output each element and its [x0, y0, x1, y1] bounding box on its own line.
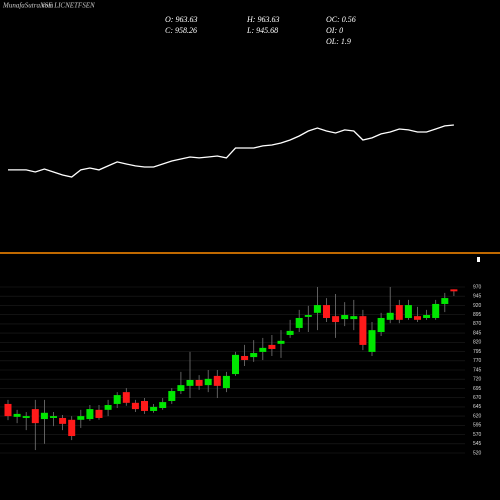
stat: OI: 0 — [326, 26, 343, 35]
y-tick-label: 920 — [473, 303, 482, 309]
candle-body — [313, 305, 321, 313]
y-tick-label: 720 — [473, 377, 482, 383]
candle-body — [395, 305, 403, 320]
candle-body — [77, 416, 85, 420]
stat: OC: 0.56 — [326, 15, 356, 24]
candle-body — [386, 312, 394, 320]
candle-body — [332, 316, 340, 323]
y-tick-label: 745 — [473, 367, 482, 373]
candle-body — [40, 412, 48, 420]
y-tick-label: 970 — [473, 284, 482, 290]
stat: O: 963.63 — [165, 15, 197, 24]
candle-body — [323, 305, 330, 318]
site-name: MunafaSutra.com — [2, 2, 53, 10]
marker — [477, 257, 480, 262]
candle-body — [50, 416, 57, 418]
candle-body — [195, 379, 203, 386]
candle-body — [104, 405, 112, 410]
candle-body — [368, 330, 376, 352]
y-tick-label: 570 — [473, 432, 482, 438]
y-tick-label: 895 — [473, 312, 482, 318]
stat: L: 945.68 — [246, 26, 278, 35]
y-tick-label: 870 — [473, 321, 482, 327]
candle-body — [213, 375, 221, 386]
candle-body — [304, 315, 312, 317]
candle-body — [131, 402, 139, 410]
candle-body — [295, 317, 303, 328]
candle-body — [150, 406, 158, 411]
candle-body — [59, 417, 67, 424]
y-tick-label: 545 — [473, 441, 482, 447]
candle-body — [259, 347, 267, 352]
y-tick-label: 620 — [473, 413, 482, 419]
candle-body — [268, 344, 276, 349]
candle-body — [377, 317, 385, 333]
candle-body — [122, 392, 130, 403]
candle-body — [350, 316, 358, 320]
candle-body — [341, 315, 349, 320]
y-tick-label: 845 — [473, 330, 482, 336]
candle-body — [432, 303, 440, 318]
candle-body — [232, 354, 239, 375]
candle-body — [286, 330, 294, 335]
candle-body — [31, 409, 39, 424]
candle-body — [86, 409, 94, 420]
y-tick-label: 695 — [473, 386, 482, 392]
candle-body — [423, 315, 431, 318]
candle-body — [222, 375, 230, 389]
symbol: NSE LICNETFSEN — [39, 2, 95, 10]
candle-body — [250, 353, 258, 358]
candle-body — [241, 355, 249, 361]
candle-body — [359, 316, 367, 345]
candle-body — [441, 298, 449, 304]
candle-body — [404, 305, 412, 318]
y-tick-label: 795 — [473, 349, 482, 355]
y-tick-label: 520 — [473, 450, 482, 456]
indicator-line — [8, 124, 454, 178]
candle-body — [168, 391, 176, 401]
stat: C: 958.26 — [165, 26, 197, 35]
candle-body — [4, 403, 12, 417]
stat: H: 963.63 — [246, 15, 279, 24]
candle-body — [141, 400, 148, 411]
y-tick-label: 595 — [473, 423, 482, 429]
y-tick-label: 820 — [473, 340, 482, 346]
candle-body — [13, 413, 21, 417]
candle-body — [159, 402, 167, 408]
y-tick-label: 770 — [473, 358, 482, 364]
candle-body — [113, 395, 121, 404]
candle-body — [414, 316, 421, 320]
candle-body — [186, 379, 194, 386]
y-tick-label: 945 — [473, 294, 482, 300]
candle-body — [277, 340, 285, 344]
y-tick-label: 670 — [473, 395, 482, 401]
y-tick-label: 645 — [473, 404, 482, 410]
stat: OL: 1.9 — [326, 37, 351, 46]
candle-body — [204, 378, 212, 386]
candle-body — [22, 416, 30, 418]
candle-body — [95, 409, 103, 418]
candle-body — [177, 385, 185, 392]
candle-body — [68, 419, 76, 437]
candle-body — [450, 289, 458, 292]
